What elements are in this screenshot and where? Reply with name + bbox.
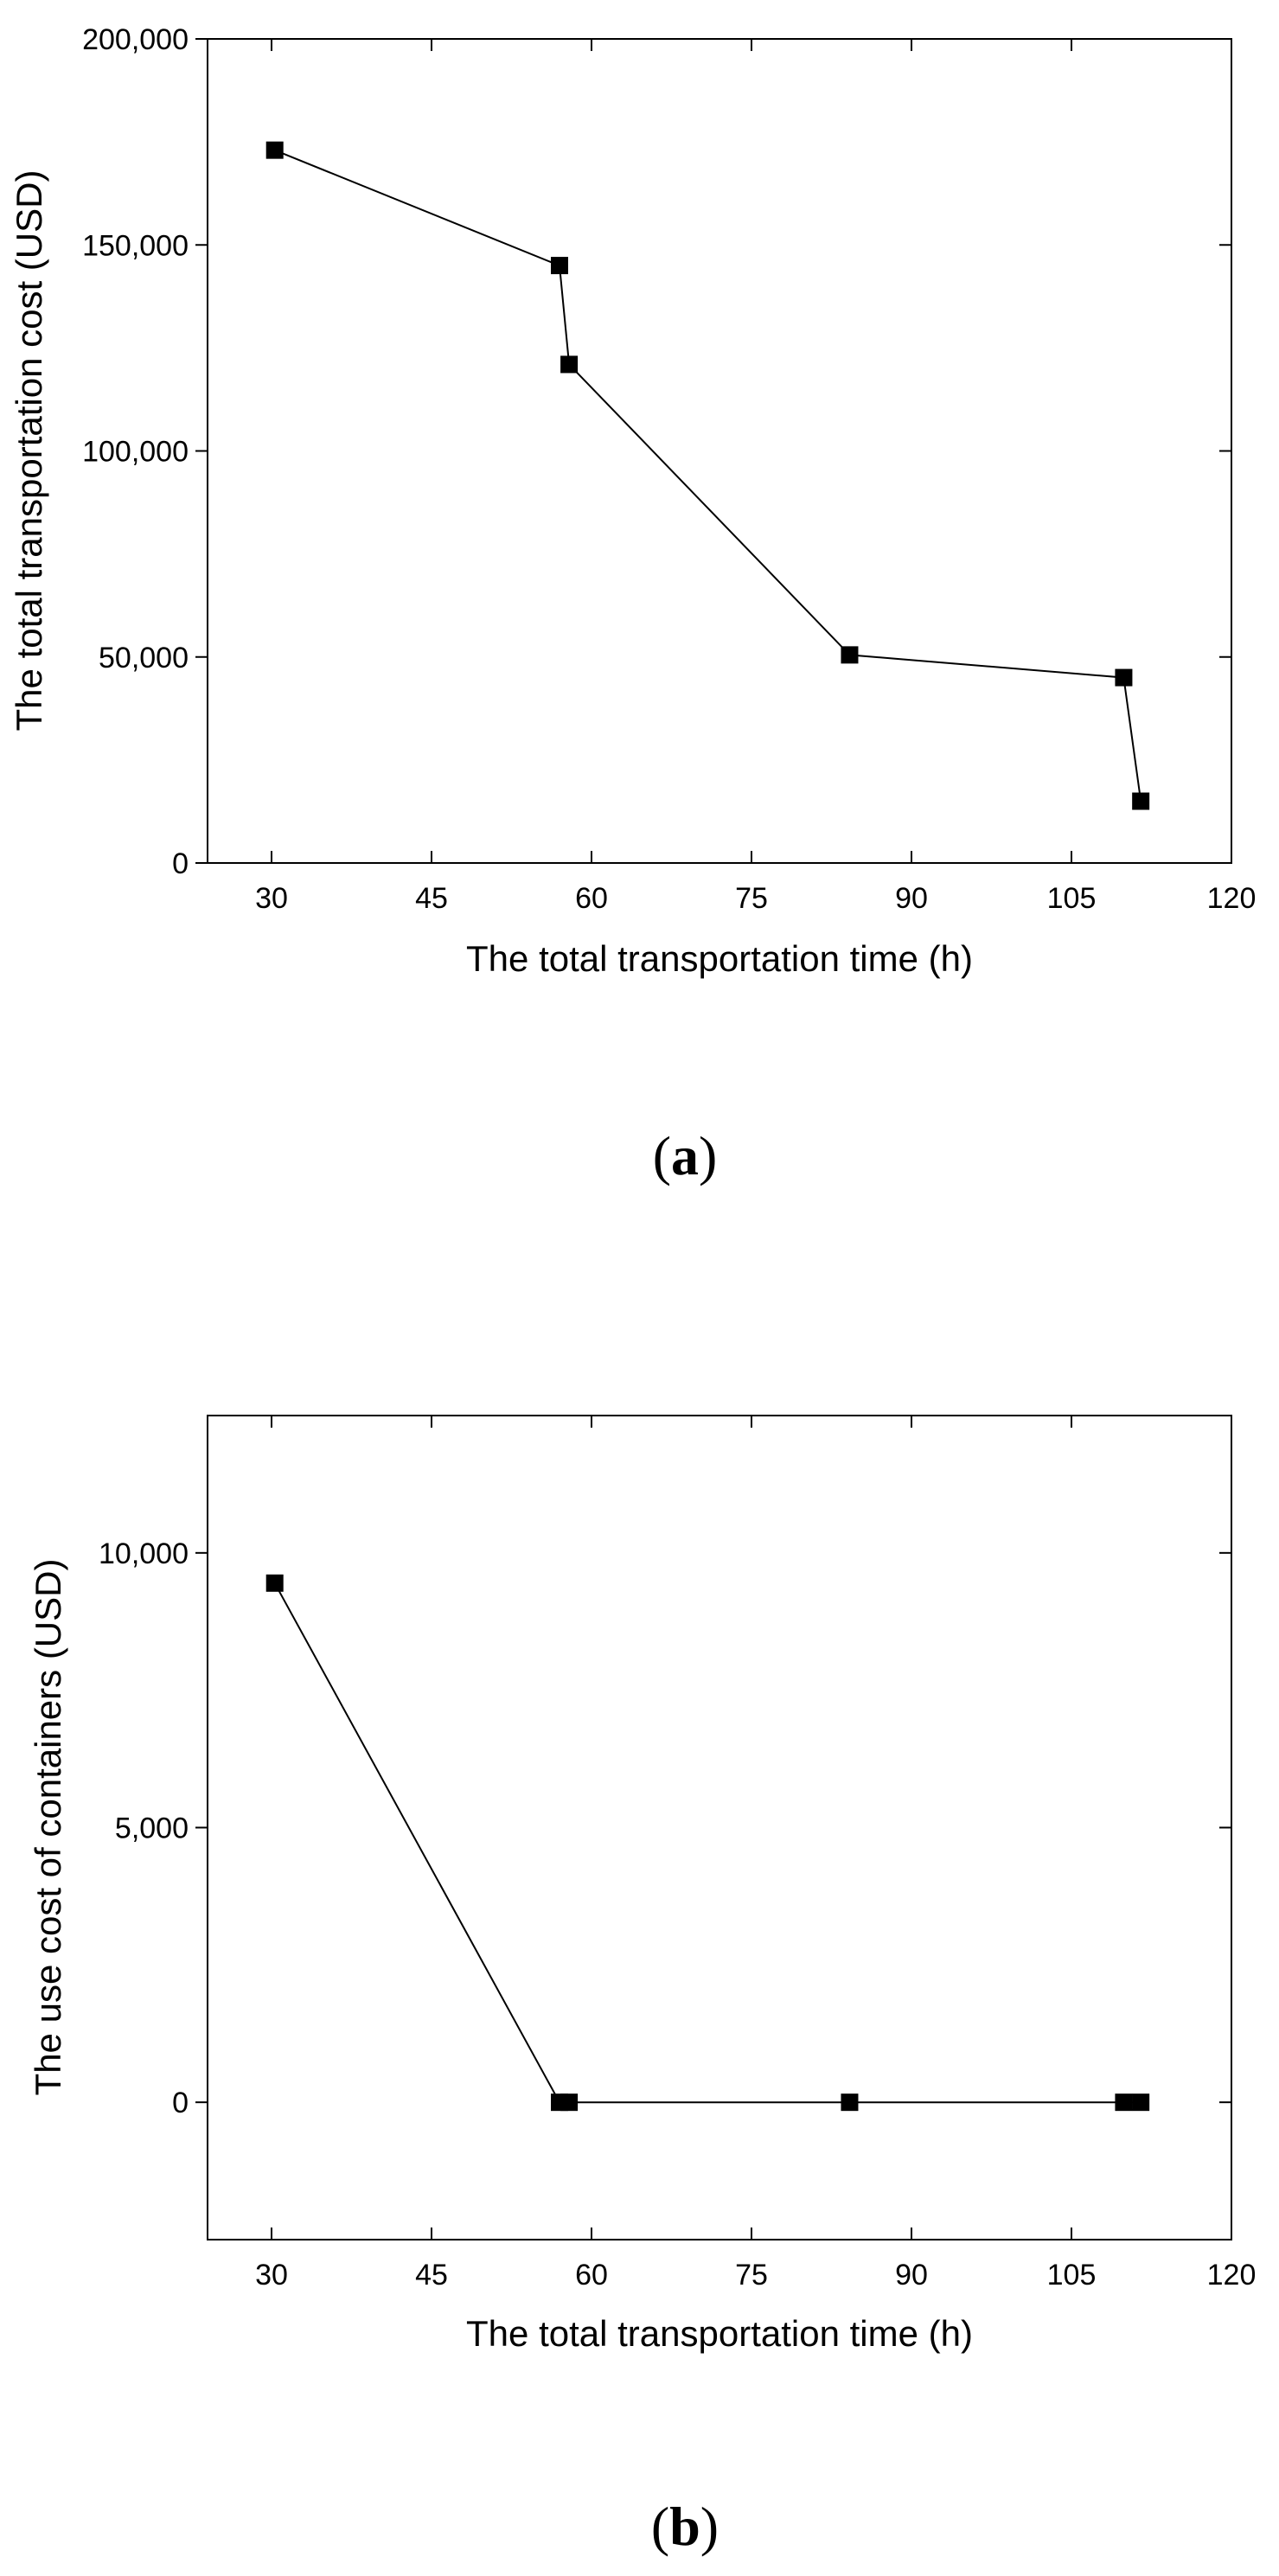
x-tick-label-a: 90 bbox=[895, 882, 928, 915]
y-tick-label-b: 0 bbox=[172, 2087, 189, 2119]
x-tick-label-b: 105 bbox=[1047, 2259, 1097, 2292]
y-tick-label-a: 150,000 bbox=[82, 229, 189, 262]
y-tick-label-a: 0 bbox=[172, 847, 189, 880]
series-line-a bbox=[274, 149, 1142, 802]
data-point-a bbox=[551, 257, 568, 275]
data-point-b bbox=[265, 1574, 284, 1592]
plot-frame-b bbox=[207, 1415, 1232, 2240]
x-tick-label-b: 60 bbox=[575, 2259, 608, 2292]
data-point-a bbox=[1115, 668, 1133, 687]
data-point-a bbox=[265, 141, 284, 159]
y-tick-label-a: 50,000 bbox=[99, 642, 189, 674]
panel-label-a: (a) bbox=[653, 1125, 718, 1186]
x-axis-title-b: The total transportation time (h) bbox=[466, 2313, 973, 2354]
x-tick-label-a: 60 bbox=[575, 882, 608, 915]
x-axis-title-a: The total transportation time (h) bbox=[466, 938, 973, 979]
y-tick-label-a: 200,000 bbox=[82, 23, 189, 56]
x-tick-label-a: 105 bbox=[1047, 882, 1097, 915]
data-point-b bbox=[1132, 2093, 1150, 2112]
y-axis-title-a: The total transportation cost (USD) bbox=[9, 170, 49, 732]
x-tick-label-b: 75 bbox=[735, 2259, 768, 2292]
x-tick-label-b: 30 bbox=[255, 2259, 288, 2292]
marker-group-a bbox=[265, 141, 1150, 810]
x-tick-label-a: 120 bbox=[1207, 882, 1257, 915]
tick-group-b: 30 45 60 75 90 105 120 0 5,000 10,000 bbox=[99, 1416, 1256, 2292]
data-point-b bbox=[560, 2093, 579, 2112]
x-tick-label-b: 120 bbox=[1207, 2259, 1257, 2292]
y-tick-label-b: 5,000 bbox=[115, 1812, 189, 1845]
y-tick-label-a: 100,000 bbox=[82, 436, 189, 469]
x-tick-label-a: 30 bbox=[255, 882, 288, 915]
y-tick-label-b: 10,000 bbox=[99, 1537, 189, 1570]
data-point-a bbox=[560, 355, 579, 374]
chart-panel-b: 30 45 60 75 90 105 120 0 5,000 10,000 The total t… bbox=[28, 1415, 1256, 2557]
x-tick-label-b: 90 bbox=[895, 2259, 928, 2292]
x-tick-label-a: 45 bbox=[415, 882, 448, 915]
data-point-b bbox=[841, 2093, 859, 2112]
x-tick-label-a: 75 bbox=[735, 882, 768, 915]
data-point-a bbox=[841, 646, 859, 664]
tick-group-a: 30 45 60 75 90 105 120 0 50,000 100,000 150,000 200… bbox=[82, 23, 1256, 915]
data-point-a bbox=[1132, 792, 1150, 810]
y-axis-title-b: The use cost of containers (USD) bbox=[28, 1559, 68, 2096]
marker-group-b bbox=[265, 1574, 1150, 2112]
series-line-b bbox=[273, 1582, 1142, 2104]
panel-label-b: (b) bbox=[651, 2496, 719, 2557]
data-point-b bbox=[1115, 2093, 1133, 2112]
x-tick-label-b: 45 bbox=[415, 2259, 448, 2292]
plot-frame-a bbox=[207, 38, 1232, 864]
chart-panel-a: 30 45 60 75 90 105 120 0 50,000 100,000 150,000 200… bbox=[9, 23, 1256, 1186]
